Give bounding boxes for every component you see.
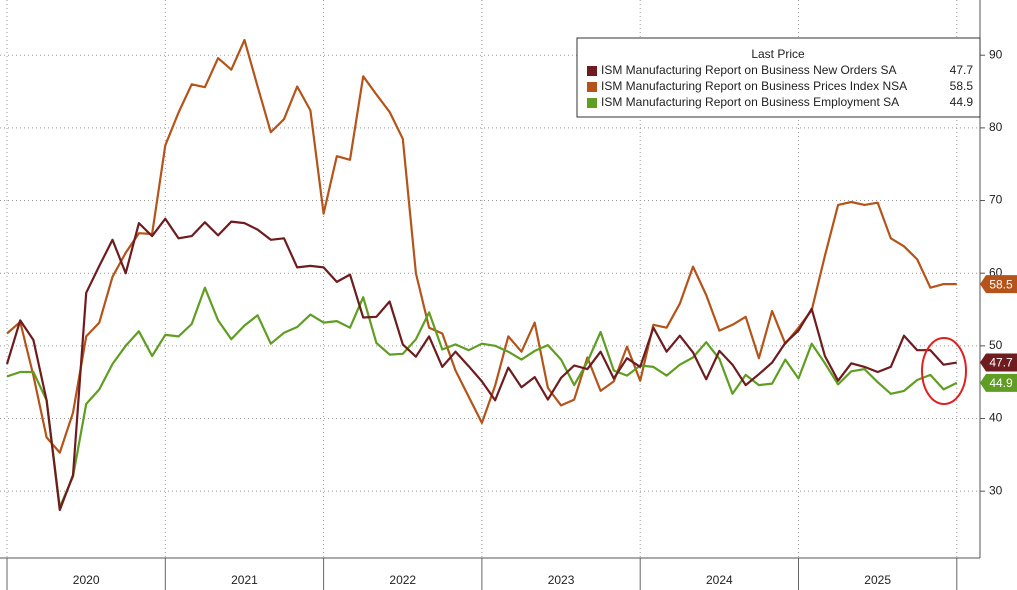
y-tick-label: 40 <box>989 411 1003 425</box>
last-value-tag <box>980 373 1017 392</box>
legend-title: Last Price <box>751 47 805 61</box>
x-tick-label: 2024 <box>706 573 733 587</box>
last-value-label: 44.9 <box>989 376 1013 390</box>
legend-label: ISM Manufacturing Report on Business Emp… <box>601 95 899 109</box>
y-tick-label: 30 <box>989 483 1003 497</box>
legend-label: ISM Manufacturing Report on Business Pri… <box>601 79 907 93</box>
y-tick-label: 90 <box>989 47 1003 61</box>
legend-value: 44.9 <box>950 95 974 109</box>
y-tick-label: 80 <box>989 120 1003 134</box>
x-tick-label: 2025 <box>864 573 891 587</box>
legend-box <box>576 37 981 118</box>
last-value-label: 47.7 <box>989 356 1013 370</box>
x-tick-label: 2023 <box>548 573 575 587</box>
last-value-tag <box>980 353 1017 372</box>
x-tick-label: 2022 <box>389 573 416 587</box>
series-line <box>5 217 957 512</box>
y-tick-label: 70 <box>989 193 1003 207</box>
series-line <box>6 38 957 454</box>
x-tick-label: 2021 <box>231 573 258 587</box>
highlight-circle <box>921 337 967 405</box>
legend-value: 47.7 <box>950 63 974 77</box>
legend-swatch <box>587 66 597 76</box>
last-value-label: 58.5 <box>989 277 1013 291</box>
legend: Last Price ISM Manufacturing Report on B… <box>576 37 981 118</box>
legend-value: 58.5 <box>950 79 974 93</box>
last-value-tag <box>980 275 1017 294</box>
y-tick-label: 50 <box>989 338 1003 352</box>
x-tick-label: 2020 <box>73 573 100 587</box>
legend-swatch <box>587 98 597 108</box>
legend-swatch <box>587 82 597 92</box>
legend-label: ISM Manufacturing Report on Business New… <box>601 63 896 77</box>
series-line <box>6 286 958 509</box>
